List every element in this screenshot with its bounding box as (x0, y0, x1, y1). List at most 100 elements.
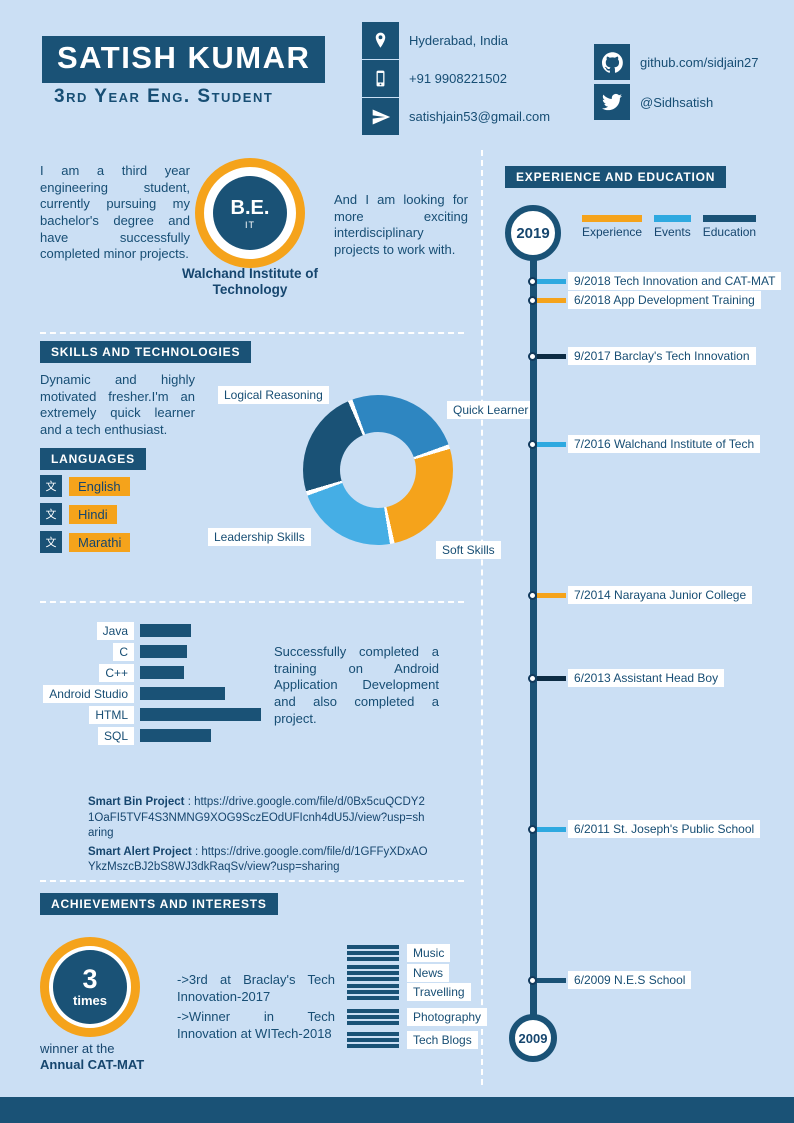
timeline-dot (528, 295, 537, 305)
bar-label: C++ (99, 663, 134, 682)
timeline-entry-label: 9/2017 Barclay's Tech Innovation (568, 347, 756, 365)
tech-bar-chart: Java C C++ Android Studio HTML SQL (40, 621, 261, 749)
donut-label-logical-reasoning: Logical Reasoning (218, 386, 329, 404)
legend-label: Events (654, 225, 691, 239)
training-text: Successfully completed a training on And… (274, 644, 439, 726)
bar-row: Android Studio (40, 684, 261, 703)
timeline-entry-label: 6/2011 St. Joseph's Public School (568, 820, 761, 838)
degree-badge: B.E. IT (195, 158, 305, 268)
project-label: Smart Alert Project (88, 845, 192, 858)
social-github[interactable]: github.com/sidjain27 (594, 44, 759, 80)
bar-c (140, 645, 188, 658)
bar-row: HTML (40, 705, 261, 724)
person-subtitle: 3rd Year Eng. Student (54, 86, 274, 107)
language-label: English (69, 476, 130, 496)
legend-item-experience: Experience (582, 215, 643, 239)
timeline-entry-label: 7/2014 Narayana Junior College (568, 586, 753, 604)
timeline-entry: 6/2013 Assistant Head Boy (528, 669, 725, 687)
languages-section-header: LANGUAGES (40, 448, 146, 470)
timeline-section-header: EXPERIENCE AND EDUCATION (505, 166, 727, 188)
donut-label-leadership-skills: Leadership Skills (208, 528, 311, 546)
project-separator: : (191, 845, 202, 858)
interest-label: News (407, 964, 450, 982)
legend-label: Education (702, 225, 757, 239)
bar-row: Java (40, 621, 261, 640)
legend-item-events: Events (654, 215, 691, 239)
divider (40, 880, 464, 882)
timeline-entry: 7/2014 Narayana Junior College (528, 586, 753, 604)
skills-section-header: SKILLS AND TECHNOLOGIES (40, 341, 252, 363)
language-item: 文 English (40, 475, 130, 497)
timeline-dot (528, 673, 537, 683)
interest-label: Photography (407, 1008, 488, 1026)
achievements-section-header: ACHIEVEMENTS AND INTERESTS (40, 893, 278, 915)
cat-mat-badge: 3 times (40, 937, 140, 1037)
language-item: 文 Hindi (40, 503, 117, 525)
divider (40, 332, 464, 334)
interest-item: Tech Blogs (347, 1031, 478, 1049)
skills-title: SKILLS AND TECHNOLOGIES (40, 341, 252, 363)
achievement-note: ->Winner in Tech Innovation at WITech-20… (177, 1008, 335, 1041)
badge-value: 3 (82, 964, 98, 994)
stripes-icon (347, 1009, 399, 1025)
language-label: Marathi (69, 532, 131, 552)
interest-item: Travelling (347, 983, 471, 1001)
location-pin-icon (362, 22, 399, 59)
divider (481, 150, 483, 1085)
social-twitter[interactable]: @Sidhsatish (594, 84, 713, 120)
badge-unit: times (73, 993, 107, 1008)
timeline-entry: 6/2018 App Development Training (528, 291, 761, 309)
timeline-dot (528, 439, 537, 449)
contact-email-text: satishjain53@gmail.com (409, 109, 551, 124)
stripes-icon (347, 984, 399, 1000)
project-url[interactable]: https://drive.google.com/file/d/0Bx5cuQC… (88, 796, 425, 840)
project-line: Smart Alert Project : https://drive.goog… (88, 845, 430, 876)
timeline-entry: 9/2017 Barclay's Tech Innovation (528, 347, 756, 365)
badge-caption-line2: Annual CAT-MAT (40, 1057, 145, 1072)
github-icon (594, 44, 630, 80)
language-item: 文 Marathi (40, 531, 131, 553)
timeline-tick (537, 297, 566, 303)
institute-name: Walchand Institute of Technology (182, 266, 318, 298)
bar-label: Java (96, 621, 134, 640)
legend-label: Experience (582, 225, 643, 239)
timeline-entry-label: 6/2018 App Development Training (568, 291, 761, 309)
skills-intro: Dynamic and highly motivated fresher.I'm… (40, 372, 195, 437)
bar-row: C (40, 642, 261, 661)
stripes-icon (347, 965, 399, 981)
contact-email: satishjain53@gmail.com (362, 98, 550, 135)
project-separator: : (184, 796, 195, 808)
degree-badge-ring: B.E. IT (195, 158, 305, 268)
timeline-tick (537, 826, 566, 832)
timeline-bottom-year: 2009 (509, 1014, 557, 1062)
timeline-entry: 6/2011 St. Joseph's Public School (528, 820, 761, 838)
translate-icon: 文 (40, 475, 62, 497)
timeline-entry-label: 6/2009 N.E.S School (568, 971, 692, 989)
legend-swatch (702, 215, 757, 222)
legend-swatch (654, 215, 691, 222)
bar-row: SQL (40, 726, 261, 745)
twitter-handle[interactable]: @Sidhsatish (640, 94, 714, 110)
github-handle[interactable]: github.com/sidjain27 (640, 54, 759, 70)
timeline-title: EXPERIENCE AND EDUCATION (505, 166, 727, 188)
timeline-entry: 7/2016 Walchand Institute of Tech (528, 435, 761, 453)
degree-badge-circle: B.E. IT (213, 176, 287, 250)
skills-donut (303, 395, 453, 545)
timeline-entry-label: 9/2018 Tech Innovation and CAT-MAT (568, 272, 782, 290)
legend-item-education: Education (702, 215, 757, 239)
interest-label: Tech Blogs (407, 1031, 478, 1049)
timeline-tick (537, 278, 566, 284)
about-outro: And I am looking for more exciting inter… (334, 192, 468, 257)
bar-label: Android Studio (43, 684, 134, 703)
timeline-entry-label: 6/2013 Assistant Head Boy (568, 669, 725, 687)
name-banner: SATISH KUMAR (42, 36, 326, 83)
person-name: SATISH KUMAR (42, 36, 326, 83)
contact-phone-text: +91 9908221502 (409, 71, 507, 86)
contact-location: Hyderabad, India (362, 22, 508, 59)
project-url[interactable]: https://drive.google.com/file/d/1GFFyXDx… (88, 845, 428, 874)
bar-cpp (140, 666, 184, 679)
stripes-icon (347, 1032, 399, 1048)
footer-bar (0, 1097, 794, 1123)
contact-location-text: Hyderabad, India (409, 33, 509, 48)
donut-label-quick-learner: Quick Learner (447, 401, 535, 419)
